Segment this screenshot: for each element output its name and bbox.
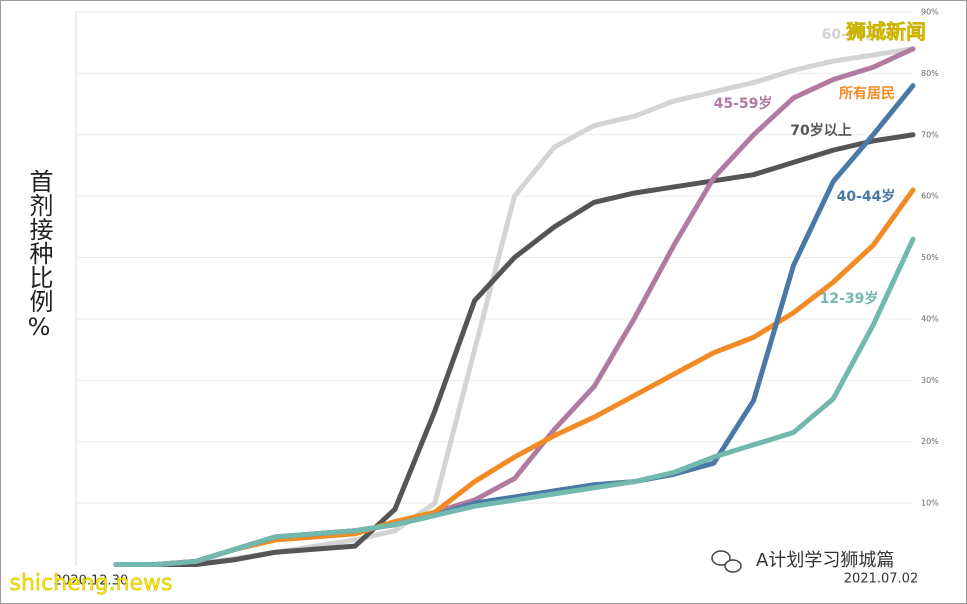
series-label: 70岁以上 [790, 122, 851, 139]
plot-area [76, 11, 914, 566]
y-tick-label: 10% [921, 499, 939, 508]
series-label: 所有居民 [839, 85, 895, 102]
account-name: A计划学习狮城篇 [756, 550, 894, 571]
watermark-title: 狮城新闻 [846, 20, 926, 44]
series-label: 45-59岁 [714, 95, 773, 112]
series-line [113, 132, 916, 567]
x-tick-label: 2020.12.30 [54, 574, 128, 589]
y-tick-label: 60% [921, 192, 939, 201]
y-tick-label: 90% [921, 8, 939, 17]
wechat-icon [711, 550, 742, 573]
series-label: 40-44岁 [837, 188, 896, 205]
series-label: 12-39岁 [820, 290, 879, 307]
watermark-site: shicheng.news [10, 571, 173, 596]
series-label: 60-69岁 [822, 26, 881, 43]
series-line [113, 236, 916, 567]
y-tick-label: 30% [921, 376, 939, 385]
y-tick-label: 20% [921, 437, 939, 446]
y-tick-label: 80% [921, 69, 939, 78]
x-tick-label: 2021.07.02 [844, 572, 918, 587]
y-axis-title: 首剂接种比例% [25, 169, 53, 341]
y-tick-label: 50% [921, 253, 939, 262]
y-tick-label: 40% [921, 314, 939, 323]
y-tick-label: 70% [921, 130, 939, 139]
